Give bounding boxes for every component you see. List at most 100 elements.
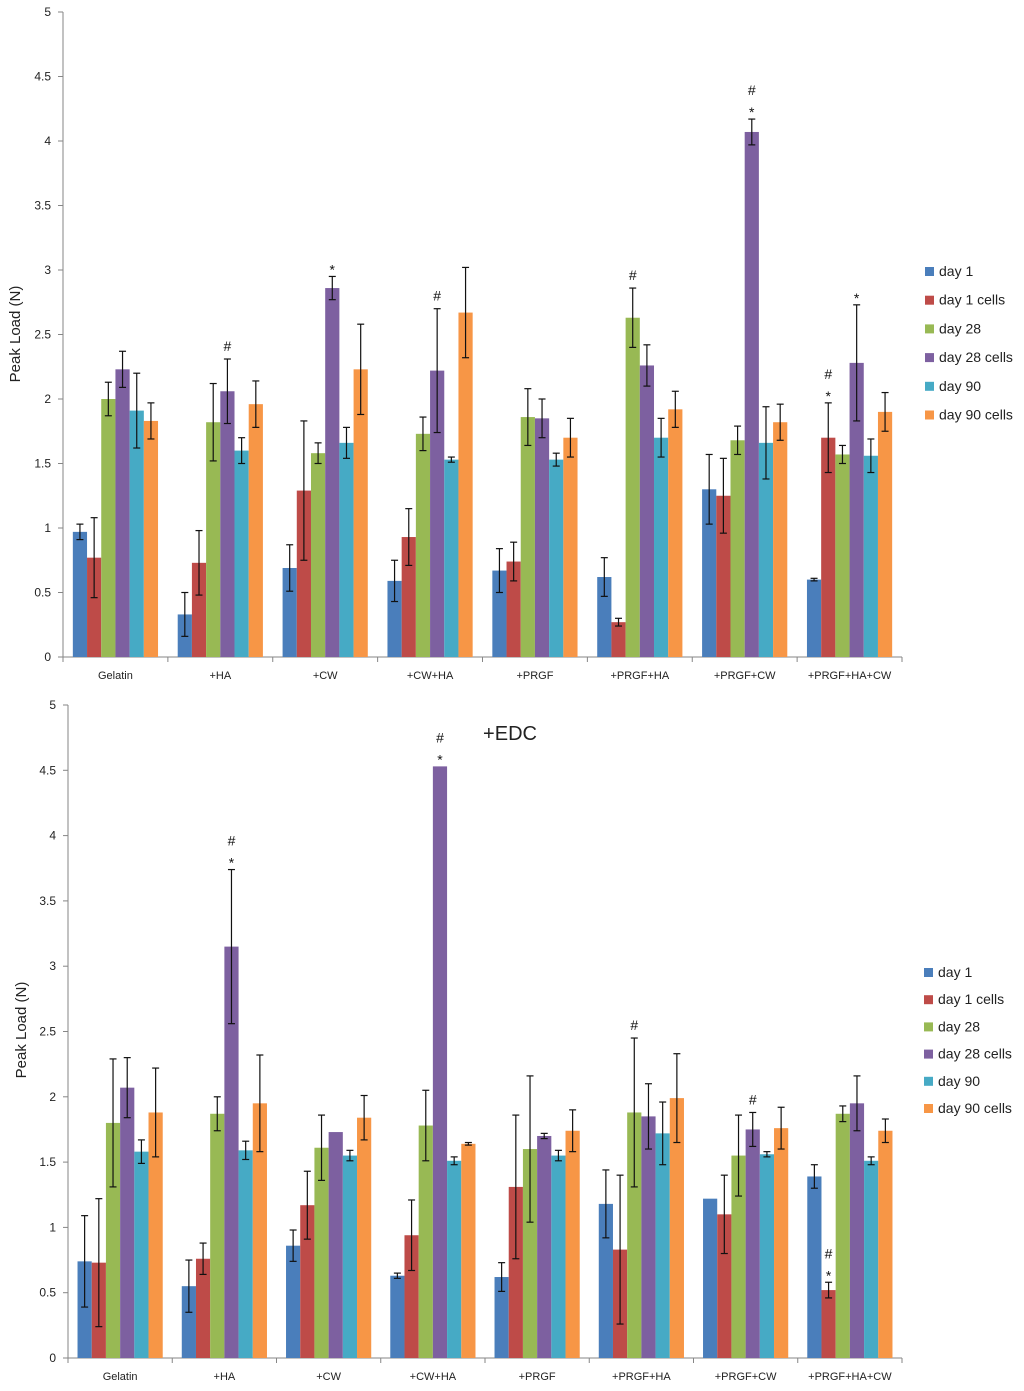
x-tick-label: Gelatin: [103, 1371, 138, 1383]
x-tick-label: +CW: [313, 670, 338, 682]
x-tick-label: +PRGF: [516, 670, 553, 682]
y-tick-label: 4.5: [34, 70, 51, 84]
bar: [286, 1245, 301, 1358]
bar: [282, 567, 297, 657]
legend-label: day 28 cells: [938, 1046, 1012, 1062]
bar: [611, 622, 626, 657]
y-tick-label: 0.5: [39, 1286, 56, 1300]
bar: [821, 437, 836, 657]
bar: [773, 422, 788, 657]
y-tick-label: 1: [49, 1220, 56, 1234]
legend-swatch: [925, 295, 934, 305]
bar: [339, 442, 354, 657]
legend-swatch: [924, 1104, 933, 1113]
bar: [357, 1117, 372, 1358]
bar: [234, 450, 249, 657]
bar: [310, 453, 326, 657]
bar: [668, 409, 683, 657]
bar: [863, 455, 878, 657]
significance-mark: *: [826, 388, 832, 404]
legend-label: day 1: [939, 263, 973, 279]
bar: [534, 418, 550, 657]
x-tick-label: +PRGF+HA+CW: [808, 670, 892, 682]
bar: [551, 1155, 566, 1358]
y-tick-label: 0: [44, 650, 51, 664]
bar: [506, 561, 521, 657]
bar: [549, 459, 564, 657]
bar: [492, 570, 507, 657]
bar: [744, 131, 759, 658]
bar: [654, 437, 669, 657]
y-tick-label: 3.5: [34, 199, 51, 213]
bar: [807, 1176, 822, 1358]
bar: [520, 417, 535, 657]
bar: [430, 370, 445, 657]
bar: [702, 489, 717, 657]
bar: [717, 1214, 732, 1358]
y-tick-label: 3: [44, 263, 51, 277]
bar: [835, 454, 850, 657]
x-tick-label: +CW: [316, 1371, 341, 1383]
bar: [432, 766, 448, 1358]
bar: [878, 1130, 893, 1358]
bar: [597, 577, 612, 657]
bar: [195, 1258, 211, 1358]
bar: [248, 404, 263, 657]
bar: [418, 1125, 433, 1358]
legend-label: day 1 cells: [938, 991, 1004, 1007]
bar: [716, 495, 731, 657]
bar: [835, 1113, 850, 1358]
significance-mark: *: [229, 855, 235, 871]
bar: [300, 1205, 315, 1358]
bar: [508, 1186, 523, 1358]
bar: [210, 1113, 225, 1358]
y-tick-label: 1.5: [34, 457, 51, 471]
bar: [353, 369, 368, 657]
y-tick-label: 1.5: [39, 1155, 56, 1169]
bar: [731, 1155, 746, 1358]
bar: [238, 1150, 253, 1358]
x-tick-label: +PRGF+CW: [714, 670, 776, 682]
significance-mark: *: [854, 290, 860, 306]
legend-swatch: [925, 324, 934, 334]
bar: [877, 411, 893, 657]
significance-mark: #: [749, 1091, 757, 1107]
legend-label: day 90: [939, 378, 981, 394]
significance-mark: #: [433, 288, 441, 304]
x-tick-label: Gelatin: [98, 670, 133, 682]
legend-label: day 1: [938, 964, 972, 980]
bar: [148, 1112, 163, 1358]
x-tick-label: +HA: [214, 1371, 236, 1383]
bar: [224, 946, 239, 1358]
y-tick-label: 4.5: [39, 763, 56, 777]
y-tick-label: 2.5: [39, 1025, 56, 1039]
legend-label: day 28: [938, 1018, 980, 1034]
legend-label: day 90 cells: [938, 1100, 1012, 1116]
chart-panel-edc: 0 0.5 1 1.5 2 2.5 3 3.5 4 4.5 5 Gelatin +HA +CW +CW+HA…: [13, 698, 1012, 1383]
y-tick-label: 5: [49, 698, 56, 712]
legend-label: day 28 cells: [939, 349, 1013, 365]
bar: [72, 531, 88, 657]
significance-mark: #: [224, 338, 232, 354]
bar: [821, 1290, 836, 1358]
y-tick-label: 2: [44, 392, 51, 406]
bar: [387, 580, 402, 657]
x-tick-label: +PRGF: [519, 1371, 556, 1383]
bar: [191, 562, 207, 657]
y-axis-label: Peak Load (N): [7, 286, 24, 383]
y-tick-label: 4: [49, 829, 56, 843]
significance-mark: *: [749, 104, 755, 120]
chart-panel-top: 0 0.5 1 1.5 2 2.5 3 3.5 4 4.5 5 Gelatin +HA +CW +CW+HA…: [7, 5, 1013, 682]
bar: [325, 288, 340, 657]
x-tick-label: +PRGF+HA: [612, 1371, 671, 1383]
bar: [296, 490, 311, 657]
bar: [745, 1129, 760, 1358]
bar: [655, 1133, 670, 1358]
bar: [342, 1155, 358, 1358]
x-tick-label: +CW+HA: [407, 670, 454, 682]
y-tick-label: 4: [44, 134, 51, 148]
bar: [641, 1116, 656, 1358]
bar: [120, 1087, 135, 1358]
bar: [774, 1128, 789, 1358]
